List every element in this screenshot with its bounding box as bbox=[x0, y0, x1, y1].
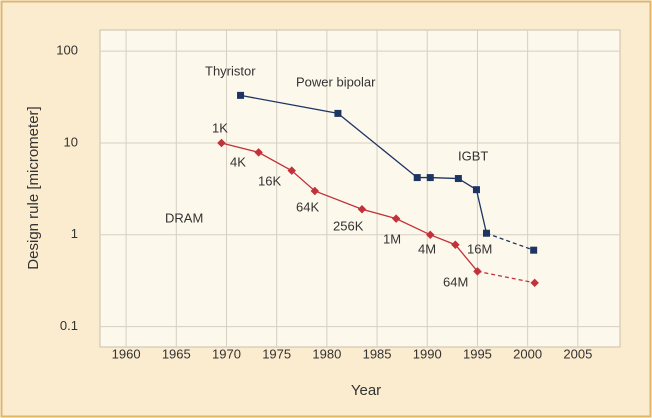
annotation: 4K bbox=[230, 154, 246, 169]
marker bbox=[426, 174, 434, 182]
annotation: DRAM bbox=[165, 210, 203, 225]
marker bbox=[454, 175, 462, 183]
y-tick-label: 1 bbox=[71, 226, 78, 241]
dashed-line bbox=[477, 270, 535, 284]
marker bbox=[482, 229, 490, 237]
y-tick-label: 100 bbox=[56, 43, 78, 58]
marker bbox=[472, 186, 480, 194]
x-tick-label: 1995 bbox=[463, 346, 492, 361]
x-tick-label: 2005 bbox=[563, 346, 592, 361]
annotation: 256K bbox=[333, 218, 364, 233]
marker bbox=[451, 240, 460, 249]
annotation: 4M bbox=[418, 241, 436, 256]
marker bbox=[530, 278, 539, 288]
annotation: Thyristor bbox=[205, 63, 256, 78]
annotation: IGBT bbox=[458, 148, 488, 163]
dashed-line bbox=[486, 232, 534, 251]
x-tick-label: 1965 bbox=[162, 346, 191, 361]
marker bbox=[357, 204, 367, 214]
annotation: Power bipolar bbox=[296, 74, 376, 89]
x-tick-label: 1960 bbox=[112, 346, 141, 361]
annotation: 64M bbox=[443, 274, 468, 289]
x-axis-label: Year bbox=[351, 382, 381, 399]
marker bbox=[413, 174, 421, 182]
marker bbox=[426, 230, 435, 240]
annotation: 1M bbox=[383, 231, 401, 246]
marker bbox=[310, 186, 320, 196]
x-tick-label: 1980 bbox=[312, 346, 341, 361]
annotation: 64K bbox=[296, 199, 319, 214]
x-tick-label: 2000 bbox=[513, 346, 542, 361]
x-tick-label: 1970 bbox=[212, 346, 241, 361]
marker bbox=[287, 166, 296, 175]
y-tick-label: 0.1 bbox=[60, 318, 78, 333]
plot-area bbox=[99, 29, 621, 348]
y-tick-label: 10 bbox=[64, 134, 78, 149]
x-tick-label: 1975 bbox=[262, 346, 291, 361]
x-tick-label: 1990 bbox=[413, 346, 442, 361]
marker bbox=[391, 214, 401, 223]
annotation: 16K bbox=[258, 173, 281, 188]
y-axis-label: Design rule [micrometer] bbox=[25, 106, 42, 269]
annotation: 16M bbox=[467, 241, 492, 256]
marker bbox=[237, 91, 245, 99]
x-tick-label: 1985 bbox=[363, 346, 392, 361]
marker bbox=[530, 246, 538, 254]
marker bbox=[217, 138, 226, 148]
marker bbox=[334, 109, 342, 117]
marker bbox=[473, 267, 482, 276]
annotation: 1K bbox=[212, 120, 228, 135]
